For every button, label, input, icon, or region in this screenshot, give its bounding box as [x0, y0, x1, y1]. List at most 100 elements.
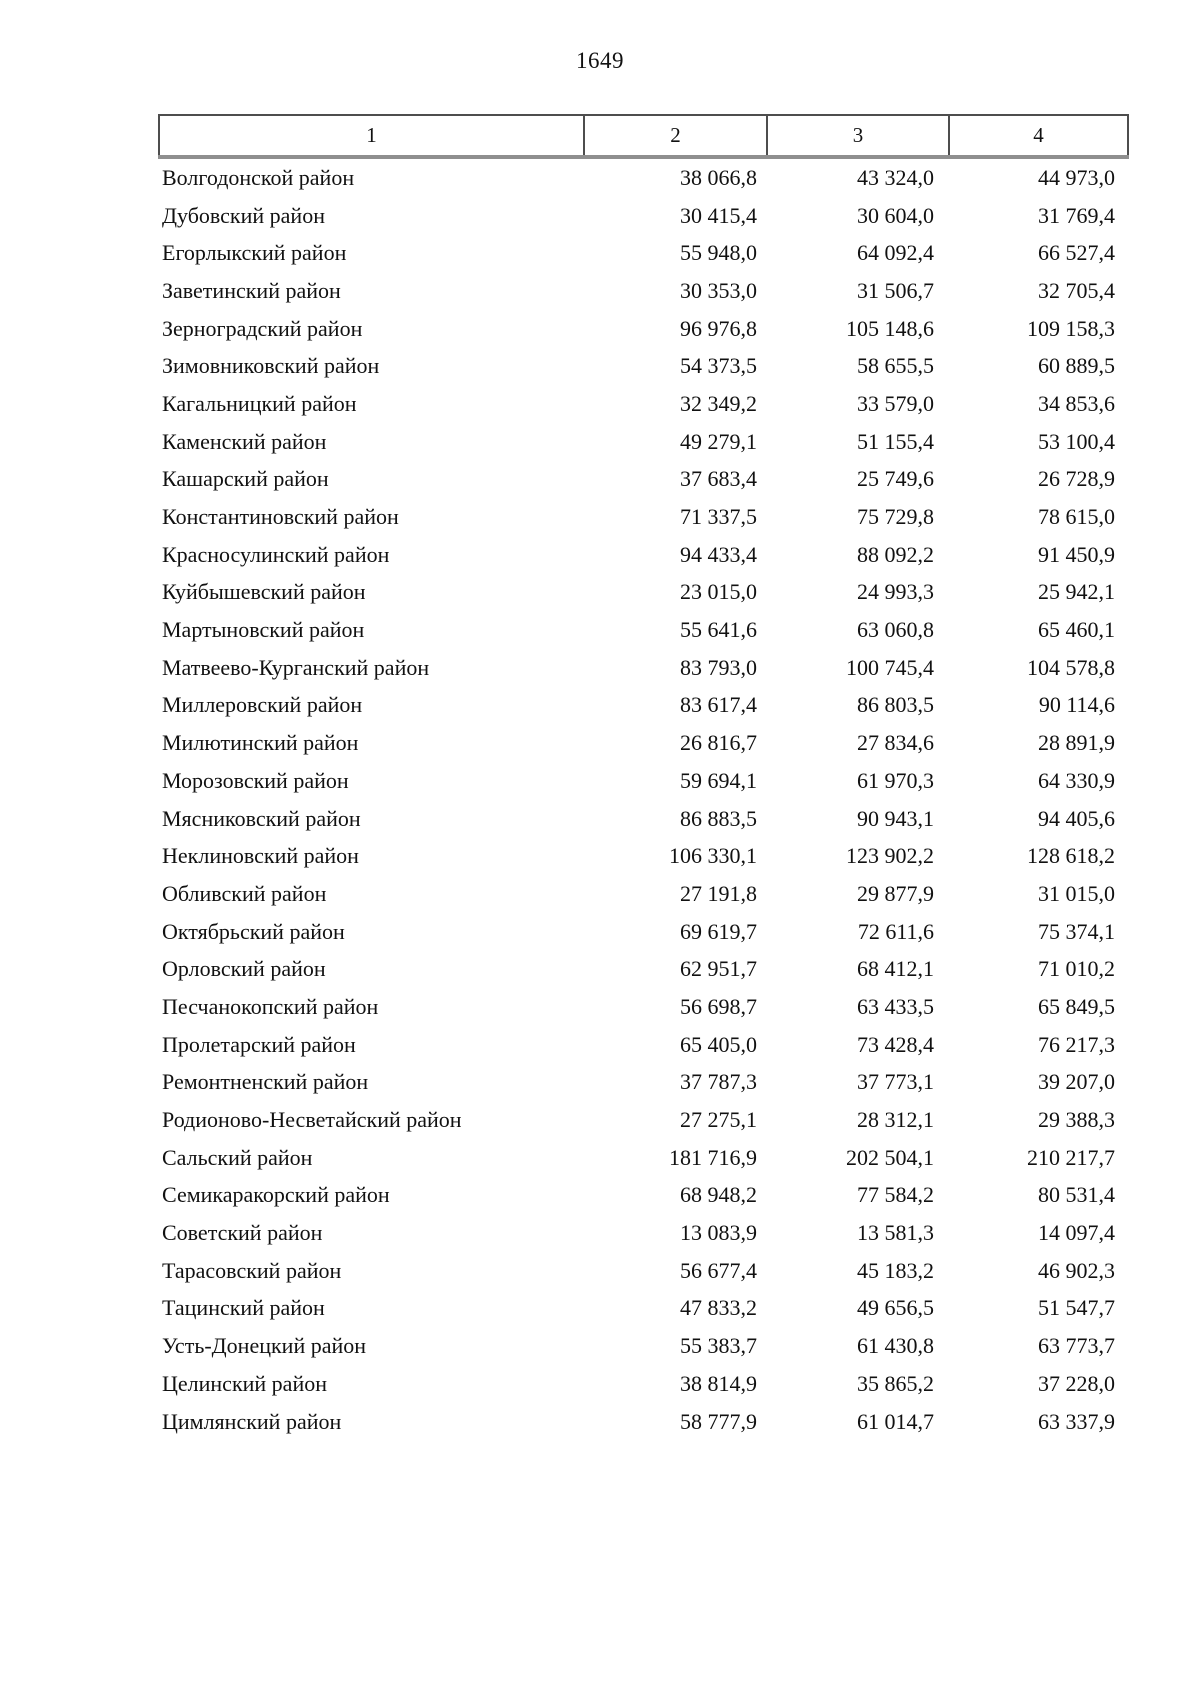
- value-column-3: 28 312,1: [857, 1107, 934, 1133]
- value-column-4: 128 618,2: [1027, 843, 1115, 869]
- district-name: Морозовский район: [162, 767, 349, 793]
- district-name: Егорлыкский район: [162, 240, 347, 266]
- table-row: Орловский район 62 951,7 68 412,1 71 010…: [159, 950, 1128, 988]
- value-column-2: 69 619,7: [680, 918, 757, 944]
- value-column-4: 63 773,7: [1038, 1333, 1115, 1359]
- table-row: Советский район 13 083,9 13 581,3 14 097…: [159, 1214, 1128, 1252]
- value-column-2: 83 793,0: [680, 654, 757, 680]
- value-column-4: 26 728,9: [1038, 466, 1115, 492]
- district-name: Мясниковский район: [162, 805, 361, 831]
- district-name: Неклиновский район: [162, 843, 359, 869]
- value-column-4: 64 330,9: [1038, 767, 1115, 793]
- value-column-2: 49 279,1: [680, 428, 757, 454]
- district-name: Усть-Донецкий район: [162, 1333, 367, 1359]
- table-row: Сальский район 181 716,9 202 504,1 210 2…: [159, 1139, 1128, 1177]
- value-column-2: 55 383,7: [680, 1333, 757, 1359]
- value-column-4: 39 207,0: [1038, 1069, 1115, 1095]
- value-column-3: 86 803,5: [857, 692, 934, 718]
- value-column-2: 68 948,2: [680, 1182, 757, 1208]
- value-column-4: 80 531,4: [1038, 1182, 1115, 1208]
- table-row: Константиновский район 71 337,5 75 729,8…: [159, 498, 1128, 536]
- district-name: Советский район: [162, 1220, 323, 1246]
- district-name: Песчанокопский район: [162, 993, 379, 1019]
- value-column-4: 31 015,0: [1038, 880, 1115, 906]
- value-column-3: 64 092,4: [857, 240, 934, 266]
- value-column-2: 58 777,9: [680, 1408, 757, 1434]
- district-name: Зерноградский район: [162, 315, 363, 341]
- table-row: Песчанокопский район 56 698,7 63 433,5 6…: [159, 988, 1128, 1026]
- column-header-3: 3: [766, 114, 950, 159]
- value-column-4: 90 114,6: [1038, 692, 1115, 718]
- value-column-2: 38 066,8: [680, 164, 757, 190]
- table-row: Дубовский район 30 415,4 30 604,0 31 769…: [159, 197, 1128, 235]
- value-column-4: 14 097,4: [1038, 1220, 1115, 1246]
- value-column-3: 77 584,2: [857, 1182, 934, 1208]
- table-row: Тарасовский район 56 677,4 45 183,2 46 9…: [159, 1252, 1128, 1290]
- value-column-2: 55 948,0: [680, 240, 757, 266]
- value-column-3: 72 611,6: [857, 918, 934, 944]
- district-name: Ремонтненский район: [162, 1069, 369, 1095]
- value-column-4: 31 769,4: [1038, 202, 1115, 228]
- value-column-4: 104 578,8: [1027, 654, 1115, 680]
- value-column-2: 30 415,4: [680, 202, 757, 228]
- table-row: Ремонтненский район 37 787,3 37 773,1 39…: [159, 1064, 1128, 1102]
- table-row: Целинский район 38 814,9 35 865,2 37 228…: [159, 1365, 1128, 1403]
- value-column-2: 30 353,0: [680, 277, 757, 303]
- table-row: Обливский район 27 191,8 29 877,9 31 015…: [159, 875, 1128, 913]
- value-column-4: 32 705,4: [1038, 277, 1115, 303]
- value-column-4: 37 228,0: [1038, 1370, 1115, 1396]
- table-row: Волгодонской район 38 066,8 43 324,0 44 …: [159, 157, 1128, 197]
- district-name: Цимлянский район: [162, 1408, 342, 1434]
- table-row: Морозовский район 59 694,1 61 970,3 64 3…: [159, 762, 1128, 800]
- value-column-3: 75 729,8: [857, 504, 934, 530]
- value-column-4: 44 973,0: [1038, 164, 1115, 190]
- value-column-3: 63 433,5: [857, 993, 934, 1019]
- district-name: Миллеровский район: [162, 692, 363, 718]
- table-row: Кашарский район 37 683,4 25 749,6 26 728…: [159, 461, 1128, 499]
- district-name: Заветинский район: [162, 277, 341, 303]
- value-column-4: 51 547,7: [1038, 1295, 1115, 1321]
- value-column-3: 123 902,2: [846, 843, 934, 869]
- district-name: Матвеево-Курганский район: [162, 654, 430, 680]
- value-column-3: 73 428,4: [857, 1031, 934, 1057]
- value-column-3: 24 993,3: [857, 579, 934, 605]
- value-column-3: 63 060,8: [857, 617, 934, 643]
- table-row: Куйбышевский район 23 015,0 24 993,3 25 …: [159, 574, 1128, 612]
- table-row: Зимовниковский район 54 373,5 58 655,5 6…: [159, 347, 1128, 385]
- value-column-2: 56 698,7: [680, 993, 757, 1019]
- value-column-4: 78 615,0: [1038, 504, 1115, 530]
- value-column-4: 75 374,1: [1038, 918, 1115, 944]
- district-name: Родионово-Несветайский район: [162, 1107, 462, 1133]
- value-column-3: 29 877,9: [857, 880, 934, 906]
- value-column-2: 13 083,9: [680, 1220, 757, 1246]
- table-body: Волгодонской район 38 066,8 43 324,0 44 …: [159, 157, 1128, 1440]
- value-column-3: 58 655,5: [857, 353, 934, 379]
- value-column-4: 210 217,7: [1027, 1144, 1115, 1170]
- value-column-3: 45 183,2: [857, 1257, 934, 1283]
- value-column-2: 181 716,9: [669, 1144, 757, 1170]
- value-column-3: 31 506,7: [857, 277, 934, 303]
- table-row: Заветинский район 30 353,0 31 506,7 32 7…: [159, 272, 1128, 310]
- value-column-4: 66 527,4: [1038, 240, 1115, 266]
- district-name: Куйбышевский район: [162, 579, 366, 605]
- value-column-2: 86 883,5: [680, 805, 757, 831]
- column-header-4: 4: [948, 114, 1129, 159]
- district-name: Константиновский район: [162, 504, 399, 530]
- column-header-1: 1: [158, 114, 585, 159]
- value-column-4: 65 849,5: [1038, 993, 1115, 1019]
- value-column-3: 30 604,0: [857, 202, 934, 228]
- table-row: Матвеево-Курганский район 83 793,0 100 7…: [159, 649, 1128, 687]
- district-name: Каменский район: [162, 428, 327, 454]
- table-row: Егорлыкский район 55 948,0 64 092,4 66 5…: [159, 234, 1128, 272]
- value-column-3: 43 324,0: [857, 164, 934, 190]
- district-name: Обливский район: [162, 880, 327, 906]
- value-column-2: 27 191,8: [680, 880, 757, 906]
- table-row: Миллеровский район 83 617,4 86 803,5 90 …: [159, 687, 1128, 725]
- value-column-4: 94 405,6: [1038, 805, 1115, 831]
- district-name: Сальский район: [162, 1144, 313, 1170]
- value-column-3: 13 581,3: [857, 1220, 934, 1246]
- value-column-3: 202 504,1: [846, 1144, 934, 1170]
- district-name: Октябрьский район: [162, 918, 345, 944]
- value-column-3: 105 148,6: [846, 315, 934, 341]
